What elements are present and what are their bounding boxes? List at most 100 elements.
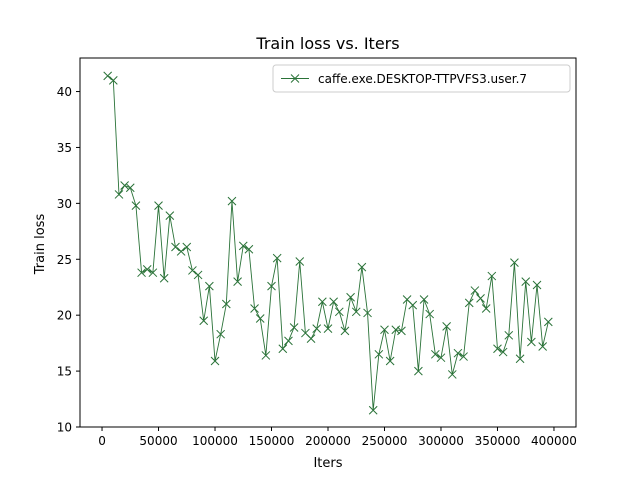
data-point-marker bbox=[120, 181, 129, 190]
data-point-marker bbox=[295, 257, 305, 266]
data-point-marker bbox=[532, 280, 542, 290]
y-tick-label: 25 bbox=[57, 253, 72, 267]
data-point-marker bbox=[521, 277, 531, 286]
y-tick-label: 10 bbox=[57, 421, 72, 435]
data-point-marker bbox=[227, 196, 237, 206]
data-point-marker bbox=[216, 329, 226, 339]
data-point-marker bbox=[317, 297, 327, 307]
data-point-marker bbox=[137, 268, 146, 278]
data-point-marker bbox=[391, 325, 401, 335]
data-point-marker bbox=[182, 242, 192, 252]
data-point-marker bbox=[414, 366, 423, 376]
x-tick-label: 100000 bbox=[192, 434, 238, 448]
data-point-marker bbox=[504, 330, 514, 340]
data-point-marker bbox=[351, 307, 361, 317]
data-point-marker bbox=[385, 356, 395, 366]
data-point-marker bbox=[334, 307, 344, 317]
data-point-marker bbox=[527, 337, 536, 347]
chart-title: Train loss vs. Iters bbox=[255, 34, 399, 53]
data-point-marker bbox=[481, 304, 491, 313]
data-point-marker bbox=[312, 324, 322, 333]
data-point-marker bbox=[346, 292, 355, 302]
y-tick-label: 20 bbox=[57, 309, 72, 323]
data-point-marker bbox=[436, 353, 446, 363]
data-point-marker bbox=[193, 270, 203, 280]
data-point-marker bbox=[171, 242, 180, 252]
data-point-marker bbox=[538, 342, 548, 351]
data-point-marker bbox=[261, 351, 271, 360]
data-point-marker bbox=[284, 336, 293, 346]
x-tick-label: 150000 bbox=[249, 434, 295, 448]
data-point-marker bbox=[125, 183, 135, 193]
legend-box bbox=[272, 64, 571, 93]
y-axis-label: Train loss bbox=[33, 214, 48, 276]
data-point-marker bbox=[131, 201, 141, 210]
data-point-marker bbox=[306, 334, 316, 344]
data-point-marker bbox=[464, 298, 474, 308]
data-point-marker bbox=[210, 356, 220, 366]
data-point-marker bbox=[159, 273, 169, 283]
data-point-marker bbox=[176, 247, 186, 256]
data-point-marker bbox=[493, 344, 502, 354]
data-point-marker bbox=[267, 281, 276, 291]
x-tick-label: 0 bbox=[98, 434, 106, 448]
data-point-marker bbox=[289, 323, 299, 332]
data-point-marker bbox=[272, 253, 282, 263]
data-point-marker bbox=[278, 344, 288, 354]
data-point-marker bbox=[108, 76, 118, 85]
data-point-marker bbox=[329, 297, 339, 307]
data-point-marker bbox=[340, 326, 350, 336]
data-point-marker bbox=[199, 316, 209, 326]
data-point-marker bbox=[430, 349, 440, 359]
data-point-marker bbox=[148, 268, 158, 278]
legend-marker-swatch bbox=[290, 74, 300, 83]
y-tick-label: 35 bbox=[57, 141, 72, 155]
data-point-marker bbox=[238, 241, 248, 251]
data-point-marker bbox=[221, 299, 231, 309]
data-point-marker bbox=[425, 309, 435, 319]
data-point-marker bbox=[447, 370, 457, 379]
data-point-marker bbox=[470, 286, 480, 295]
x-tick-label: 200000 bbox=[305, 434, 351, 448]
data-point-marker bbox=[442, 322, 451, 331]
legend-label: caffe.exe.DESKTOP-TTPVFS3.user.7 bbox=[318, 72, 527, 86]
data-point-marker bbox=[408, 300, 418, 310]
data-point-marker bbox=[368, 405, 378, 415]
plot-area: 0 50000 100000 150000 200000 250000 300000 3500… bbox=[57, 57, 577, 448]
x-axis-label: Iters bbox=[313, 456, 342, 471]
data-point-marker bbox=[103, 71, 113, 81]
x-tick-label: 50000 bbox=[139, 434, 177, 448]
data-point-marker bbox=[498, 347, 508, 357]
data-point-marker bbox=[363, 308, 372, 318]
data-point-marker bbox=[397, 326, 406, 336]
data-point-marker bbox=[205, 281, 214, 291]
data-point-marker bbox=[459, 352, 468, 361]
data-point-marker bbox=[233, 277, 242, 286]
data-point-marker bbox=[510, 258, 519, 267]
data-point-marker bbox=[250, 304, 259, 313]
data-point-marker bbox=[476, 294, 485, 303]
data-point-marker bbox=[419, 295, 429, 304]
x-tick-label: 350000 bbox=[475, 434, 521, 448]
data-point-marker bbox=[453, 348, 463, 358]
data-point-marker bbox=[357, 262, 367, 272]
y-tick-label: 40 bbox=[57, 85, 72, 99]
x-tick-label: 300000 bbox=[418, 434, 464, 448]
data-point-marker bbox=[142, 264, 152, 274]
legend: caffe.exe.DESKTOP-TTPVFS3.user.7 bbox=[272, 64, 571, 93]
data-point-marker bbox=[515, 354, 525, 364]
data-point-marker bbox=[165, 211, 175, 221]
x-tick-label: 250000 bbox=[362, 434, 408, 448]
data-point-marker bbox=[114, 190, 124, 199]
x-tick-label: 400000 bbox=[531, 434, 577, 448]
data-point-marker bbox=[188, 266, 197, 275]
data-point-marker bbox=[244, 244, 254, 254]
data-point-marker bbox=[380, 325, 389, 335]
data-point-marker bbox=[255, 314, 265, 323]
data-point-marker bbox=[154, 201, 163, 210]
data-point-marker bbox=[543, 317, 553, 327]
y-tick-label: 15 bbox=[57, 365, 72, 379]
data-point-marker bbox=[487, 271, 497, 281]
